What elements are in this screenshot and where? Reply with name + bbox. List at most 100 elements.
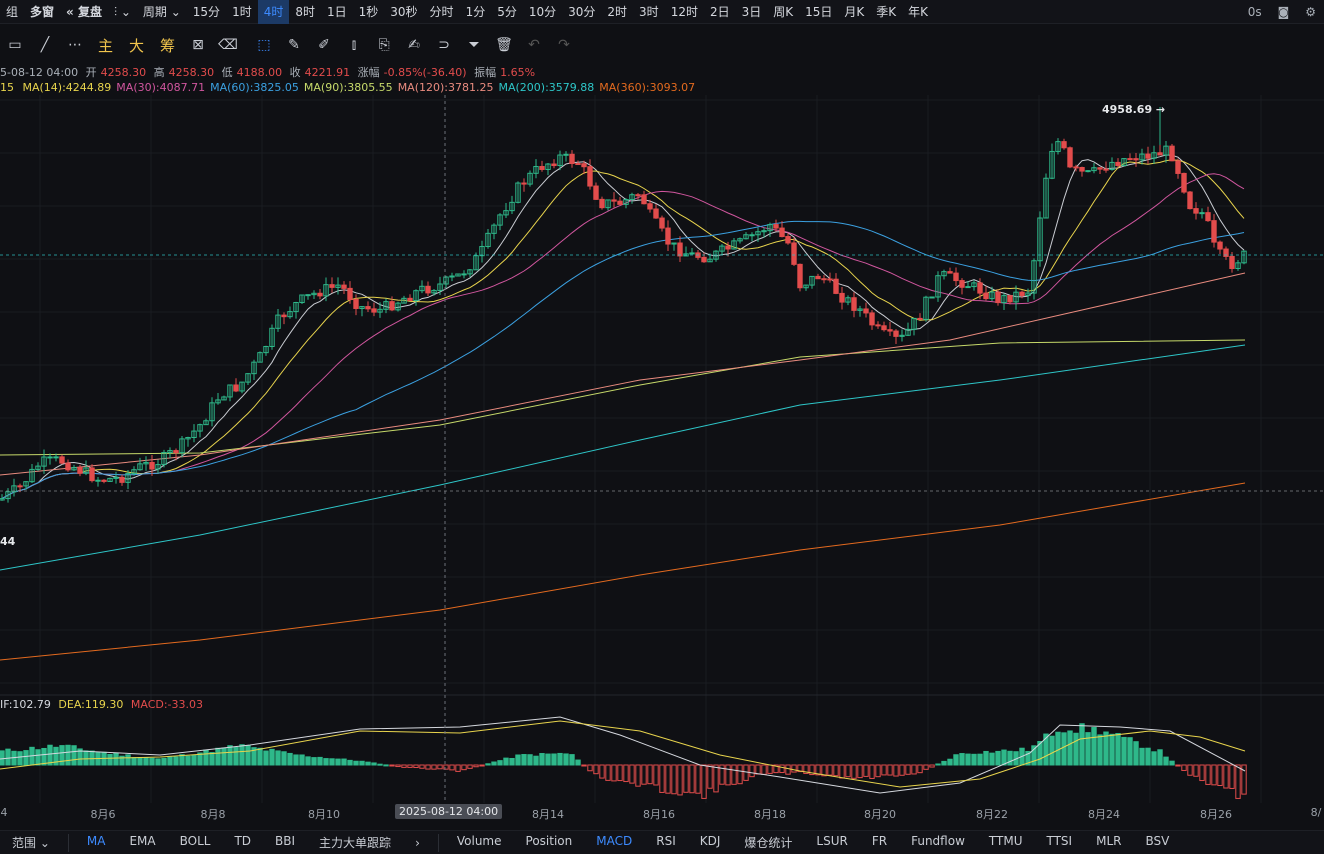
candle-body	[707, 258, 713, 263]
candle-body	[725, 245, 731, 250]
timeframe-17[interactable]: 周K	[773, 4, 794, 19]
date-tick: 8月8	[200, 808, 226, 821]
indicator-5[interactable]: 主力大单跟踪	[319, 836, 392, 850]
timeframe-6[interactable]: 30秒	[390, 4, 418, 19]
timeframe-11[interactable]: 30分	[568, 4, 596, 19]
sub-indicator-3[interactable]: RSI	[656, 834, 676, 848]
indicator-0[interactable]: MA	[86, 834, 106, 848]
magnet-icon[interactable]: ⊃	[438, 37, 450, 53]
timeframe-15[interactable]: 2日	[709, 4, 730, 19]
period-dropdown[interactable]: 周期 ⌄	[142, 4, 181, 19]
macd-bar	[509, 757, 515, 766]
settings-icon[interactable]: ⚙	[1305, 5, 1316, 19]
timeframe-2[interactable]: 4时	[257, 0, 290, 24]
macd-bar	[377, 763, 383, 766]
timeframe-9[interactable]: 5分	[497, 4, 517, 19]
timeframe-1[interactable]: 1时	[232, 4, 252, 19]
note-icon[interactable]: ✍	[408, 37, 420, 53]
timeframe-19[interactable]: 月K	[844, 4, 865, 19]
sub-indicator-9[interactable]: TTMU	[988, 834, 1023, 848]
price-chart[interactable]: 4958.69 → 44	[0, 95, 1324, 803]
more-tools-icon[interactable]: ⋯	[68, 37, 82, 53]
eraser-icon[interactable]: ⌫	[218, 37, 238, 53]
timeframe-18[interactable]: 15日	[805, 4, 833, 19]
ruler-icon[interactable]: ✎	[288, 37, 300, 53]
timeframe-12[interactable]: 2时	[607, 4, 628, 19]
macd-bar	[323, 758, 329, 766]
sub-indicator-0[interactable]: Volume	[456, 834, 502, 848]
sub-indicator-11[interactable]: MLR	[1096, 834, 1122, 848]
trash-icon[interactable]: 🗑	[495, 37, 513, 53]
candle-body	[371, 308, 377, 313]
cursor-icon[interactable]: ⬚	[257, 37, 271, 53]
macd-bar	[833, 764, 839, 777]
timeframe-13[interactable]: 3时	[639, 4, 659, 19]
candle-body	[581, 163, 587, 168]
chart-type-button[interactable]: ⫶ ⌄	[114, 4, 131, 19]
timeframe-0[interactable]: 15分	[192, 4, 221, 19]
multi-window-button[interactable]: 多窗	[30, 4, 55, 19]
replay-button[interactable]: « 复盘	[60, 0, 108, 24]
chip-big[interactable]: 大	[129, 36, 145, 55]
candle-body	[767, 224, 773, 232]
sub-indicator-2[interactable]: MACD	[596, 834, 633, 848]
candle-body	[395, 302, 401, 311]
candle-body	[77, 467, 83, 474]
sub-indicator-12[interactable]: BSV	[1145, 834, 1170, 848]
timeframe-7[interactable]: 分时	[429, 4, 454, 19]
sub-indicator-10[interactable]: TTSI	[1046, 834, 1073, 848]
macd-bar	[467, 764, 473, 769]
pen-icon[interactable]: ✐	[318, 37, 330, 53]
timeframe-4[interactable]: 1日	[326, 4, 347, 19]
candle-body	[419, 285, 425, 292]
timeframe-5[interactable]: 1秒	[358, 4, 379, 19]
timeframe-8[interactable]: 1分	[465, 4, 486, 19]
sub-indicator-6[interactable]: LSUR	[816, 834, 848, 848]
filter-icon[interactable]: ⏷	[468, 37, 480, 53]
redo-icon[interactable]: ↷	[558, 37, 570, 53]
candles-icon[interactable]: ⫾	[351, 37, 357, 53]
sub-indicator-4[interactable]: KDJ	[699, 834, 721, 848]
sub-indicator-7[interactable]: FR	[871, 834, 888, 848]
candle-body	[1241, 250, 1247, 264]
box-tool-icon[interactable]: ▭	[8, 37, 22, 53]
chip-chips[interactable]: 筹	[160, 36, 176, 55]
indicator-4[interactable]: BBI	[275, 834, 296, 848]
macd-bar	[305, 756, 311, 766]
sub-indicator-1[interactable]: Position	[525, 834, 573, 848]
macd-bar	[197, 752, 203, 766]
camera-icon[interactable]: ◙	[1277, 5, 1290, 19]
calculator-icon[interactable]: ⊠	[192, 37, 204, 53]
sub-indicator-8[interactable]: Fundflow	[911, 834, 965, 848]
macd-bar	[1187, 764, 1193, 776]
macd-bar	[269, 748, 275, 766]
macd-bar	[1037, 740, 1043, 766]
candle-body	[1115, 161, 1121, 167]
chip-main[interactable]: 主	[98, 36, 114, 55]
macd-bar	[1241, 764, 1247, 795]
candle-body	[539, 166, 545, 170]
chevron-right-icon[interactable]: ›	[415, 835, 420, 850]
toolbar-left-label[interactable]: 组	[6, 4, 19, 19]
timeframe-10[interactable]: 10分	[528, 4, 557, 19]
copy-icon[interactable]: ⎘	[378, 37, 390, 53]
candle-body	[839, 292, 845, 303]
indicator-1[interactable]: EMA	[129, 834, 156, 848]
indicator-2[interactable]: BOLL	[179, 834, 211, 848]
candle-body	[1127, 158, 1133, 161]
range-dropdown[interactable]: 范围 ⌄	[12, 836, 50, 850]
timeframe-3[interactable]: 8时	[295, 4, 315, 19]
timeframe-16[interactable]: 3日	[741, 4, 762, 19]
timeframe-21[interactable]: 年K	[908, 4, 929, 19]
candle-body	[755, 231, 761, 236]
undo-icon[interactable]: ↶	[528, 37, 540, 53]
sub-indicator-5[interactable]: 爆仓统计	[744, 836, 793, 850]
macd-bar	[191, 754, 197, 766]
macd-bar	[257, 747, 263, 766]
amplitude-label: 振幅	[474, 66, 497, 79]
indicator-3[interactable]: TD	[234, 834, 252, 848]
timeframe-14[interactable]: 12时	[670, 4, 698, 19]
candle-body	[569, 153, 575, 165]
timeframe-20[interactable]: 季K	[876, 4, 897, 19]
line-tool-icon[interactable]: ╱	[40, 37, 50, 53]
